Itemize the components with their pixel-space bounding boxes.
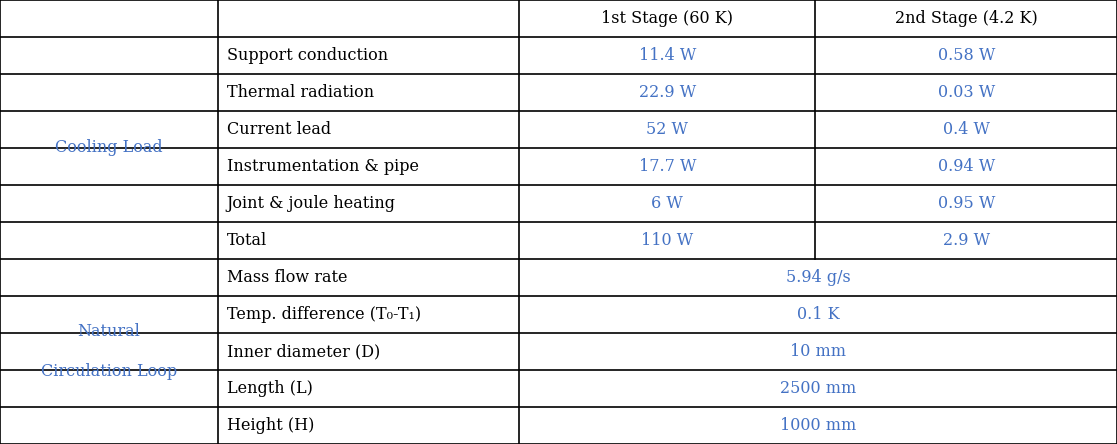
- Text: Cooling Load: Cooling Load: [55, 139, 163, 156]
- Text: 2.9 W: 2.9 W: [943, 232, 990, 249]
- Text: 17.7 W: 17.7 W: [639, 158, 696, 175]
- Text: Height (H): Height (H): [227, 417, 314, 434]
- Text: 22.9 W: 22.9 W: [639, 84, 696, 101]
- Text: 52 W: 52 W: [647, 121, 688, 138]
- Text: 2500 mm: 2500 mm: [780, 380, 857, 397]
- Text: 11.4 W: 11.4 W: [639, 47, 696, 64]
- Text: 1000 mm: 1000 mm: [780, 417, 857, 434]
- Text: 0.95 W: 0.95 W: [937, 195, 995, 212]
- Text: 0.4 W: 0.4 W: [943, 121, 990, 138]
- Text: 0.03 W: 0.03 W: [937, 84, 995, 101]
- Text: Current lead: Current lead: [227, 121, 331, 138]
- Text: 0.58 W: 0.58 W: [937, 47, 995, 64]
- Text: 10 mm: 10 mm: [790, 343, 847, 360]
- Text: Thermal radiation: Thermal radiation: [227, 84, 374, 101]
- Text: Length (L): Length (L): [227, 380, 313, 397]
- Text: 1st Stage (60 K): 1st Stage (60 K): [601, 10, 734, 27]
- Text: Temp. difference (T₀-T₁): Temp. difference (T₀-T₁): [227, 306, 421, 323]
- Text: 0.94 W: 0.94 W: [937, 158, 995, 175]
- Text: Circulation Loop: Circulation Loop: [41, 363, 176, 381]
- Text: Inner diameter (D): Inner diameter (D): [227, 343, 380, 360]
- Text: Joint & joule heating: Joint & joule heating: [227, 195, 395, 212]
- Text: 5.94 g/s: 5.94 g/s: [786, 269, 850, 286]
- Text: Instrumentation & pipe: Instrumentation & pipe: [227, 158, 419, 175]
- Text: Mass flow rate: Mass flow rate: [227, 269, 347, 286]
- Text: 0.1 K: 0.1 K: [796, 306, 840, 323]
- Text: 2nd Stage (4.2 K): 2nd Stage (4.2 K): [895, 10, 1038, 27]
- Text: Support conduction: Support conduction: [227, 47, 388, 64]
- Text: Natural: Natural: [77, 323, 141, 340]
- Text: Total: Total: [227, 232, 267, 249]
- Text: 6 W: 6 W: [651, 195, 684, 212]
- Text: 110 W: 110 W: [641, 232, 694, 249]
